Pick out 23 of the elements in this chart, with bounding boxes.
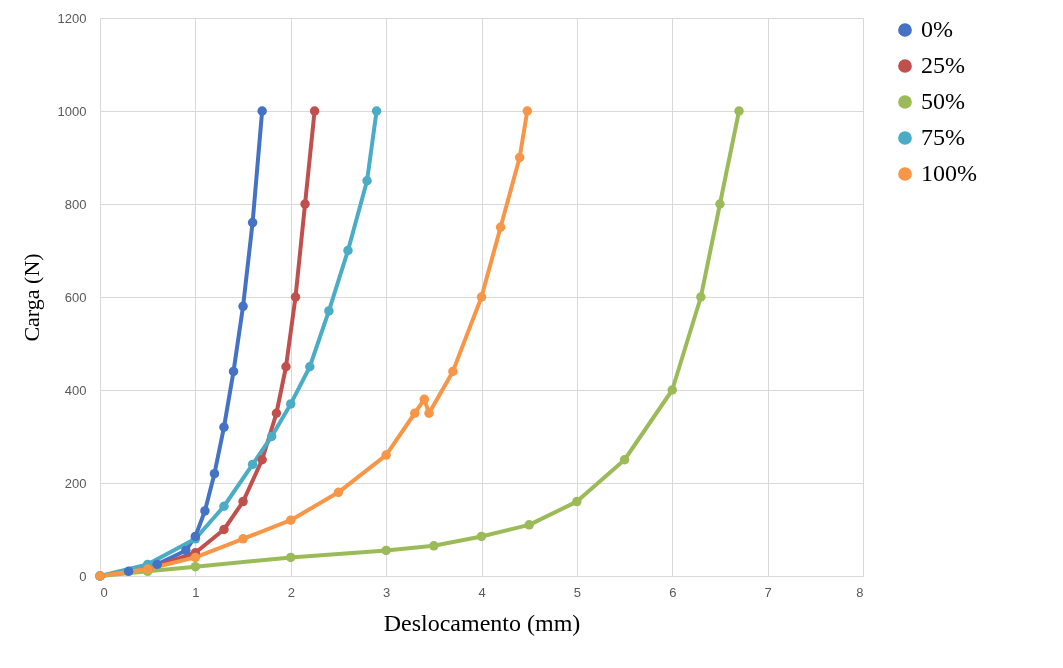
y-tick-label: 1000 [57, 103, 87, 119]
x-axis-title: Deslocamento (mm) [383, 609, 581, 636]
legend-label: 25% [921, 52, 965, 78]
x-tick-label: 3 [383, 584, 391, 600]
x-tick-label: 6 [669, 584, 677, 600]
x-tick-label: 2 [287, 584, 295, 600]
x-tick-label: 8 [856, 584, 864, 600]
y-axis-title: Carga (N) [18, 253, 44, 342]
x-tick-label: 7 [764, 584, 772, 600]
legend-label: 0% [921, 16, 953, 42]
legend-label: 50% [921, 88, 965, 114]
x-tick-label: 5 [573, 584, 581, 600]
x-tick-label: 0 [100, 584, 108, 600]
y-tick-label: 1200 [57, 10, 87, 26]
y-tick-label: 800 [64, 196, 87, 212]
x-tick-label: 4 [478, 584, 486, 600]
y-tick-label: 200 [64, 475, 87, 491]
y-tick-label: 400 [64, 382, 87, 398]
y-tick-label: 0 [79, 568, 87, 584]
legend-label: 100% [921, 160, 977, 186]
legend-label: 75% [921, 124, 965, 150]
x-tick-label: 1 [192, 584, 200, 600]
y-tick-label: 600 [64, 289, 87, 305]
